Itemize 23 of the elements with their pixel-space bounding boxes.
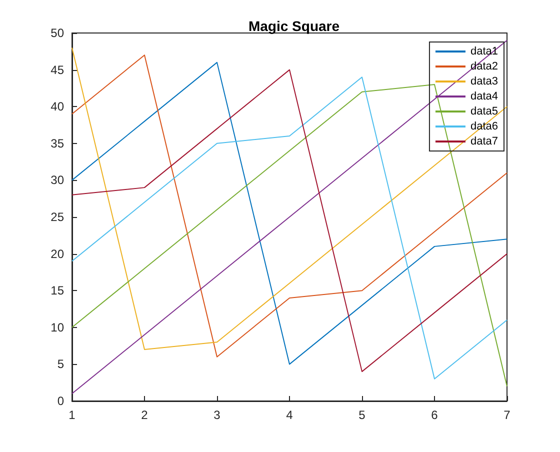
legend-label: data7 [470, 136, 498, 148]
x-tick-label: 6 [431, 408, 438, 422]
chart-title: Magic Square [248, 18, 340, 34]
y-tick-label: 0 [57, 394, 64, 408]
y-tick-label: 35 [50, 136, 64, 150]
x-tick-label: 5 [358, 408, 366, 422]
x-tick-label: 4 [286, 408, 294, 422]
y-tick-label: 5 [57, 357, 64, 372]
x-tick-label: 7 [504, 408, 511, 422]
y-tick-label: 45 [50, 62, 64, 77]
y-tick-label: 15 [50, 284, 64, 298]
y-tick-label: 40 [50, 100, 64, 114]
x-tick-label: 3 [214, 408, 221, 422]
y-tick-label: 30 [50, 173, 64, 188]
y-tick-label: 10 [50, 320, 64, 334]
legend-label: data3 [470, 76, 498, 88]
y-tick-label: 25 [50, 210, 64, 224]
y-tick-label: 50 [50, 26, 64, 40]
legend-label: data4 [470, 90, 498, 102]
legend-label: data5 [470, 106, 498, 118]
y-tick-label: 20 [50, 246, 64, 261]
x-tick-label: 1 [68, 408, 76, 422]
x-tick-label: 2 [141, 408, 148, 422]
